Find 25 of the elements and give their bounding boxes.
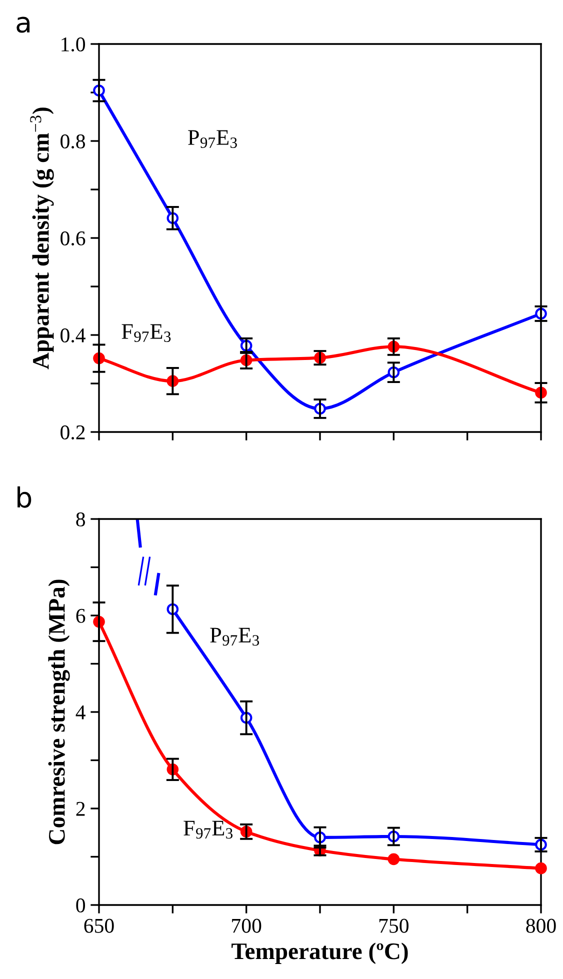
point: [535, 862, 547, 874]
series-label: F$_{97}$E$_{3}$: [122, 324, 171, 342]
x-tick-label: 700: [232, 918, 262, 933]
series-label: P$_{97}$E$_{3}$: [210, 628, 260, 646]
y-tick-label: 0.8: [60, 134, 86, 149]
y-tick-label: 2: [76, 802, 85, 816]
x-tick-label: 750: [379, 918, 408, 933]
text: 1.0: [62, 37, 86, 52]
y-tick-label: 0.6: [60, 231, 86, 246]
series-label: F$_{97}$E$_{3}$: [184, 820, 233, 839]
x-tick-label: 650: [84, 918, 114, 933]
y-tick-label: 4: [76, 706, 86, 720]
chart-title: a: [16, 16, 30, 33]
y-axis-title: Apparent density (g cm$^{−3}$): [30, 108, 54, 370]
y-tick-label: 8: [76, 512, 86, 526]
y-tick-label: 0.4: [60, 328, 86, 343]
y-tick-label: 6: [76, 608, 86, 623]
x-axis-title: Temperature (ºC): [232, 942, 408, 964]
chart-title: b: [18, 486, 32, 508]
x-tick-label: 800: [526, 918, 556, 933]
y-axis-title: Comresive strength (MPa): [48, 580, 70, 844]
y-tick-label: 0.2: [60, 425, 85, 440]
y-tick-label: 0: [76, 898, 86, 912]
point: [388, 853, 400, 866]
text: P$_{97}$E$_{3}$: [188, 130, 237, 148]
